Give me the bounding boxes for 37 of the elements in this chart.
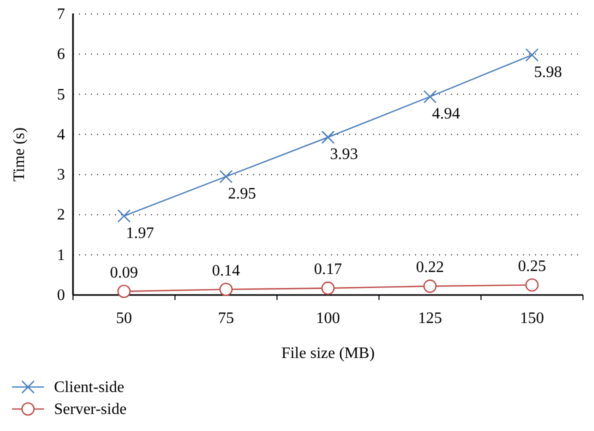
point [219,170,233,184]
legend-label: Client-side [54,379,124,396]
point [525,48,539,62]
point [423,280,437,293]
x-tick-label: 100 [316,310,340,327]
data-label: 0.17 [314,261,342,278]
data-label: 1.97 [126,224,154,242]
point [117,284,131,298]
data-label: 5.98 [534,64,562,81]
point [219,282,233,296]
data-label: 3.93 [330,146,358,164]
y-tick-label: 3 [57,166,65,184]
y-tick-label: 5 [57,86,65,104]
x-tick-label: 50 [116,310,132,327]
x-tick-label: 75 [218,310,234,327]
point [423,90,437,104]
point [525,278,539,292]
y-tick-label: 1 [57,246,65,264]
data-label: 0.22 [416,259,444,276]
x-axis-title: File size (MB) [281,345,375,362]
y-tick-label: 6 [57,46,65,64]
x-tick-label: 150 [520,310,544,327]
point [321,130,335,144]
point [117,209,131,223]
data-label: 0.14 [212,262,240,280]
legend-label: Server-side [54,401,127,418]
y-tick-label: 4 [57,126,65,144]
y-tick-label: 7 [57,6,65,23]
data-label: 0.25 [518,258,546,275]
data-label: 4.94 [432,106,460,123]
x-tick-label: 125 [418,310,442,327]
y-tick-label: 2 [57,206,65,224]
y-axis-title: Time (s) [11,127,28,182]
data-label: 0.09 [110,264,138,282]
y-tick-label: 0 [57,287,65,304]
data-label: 2.95 [228,186,256,203]
point [321,282,335,295]
